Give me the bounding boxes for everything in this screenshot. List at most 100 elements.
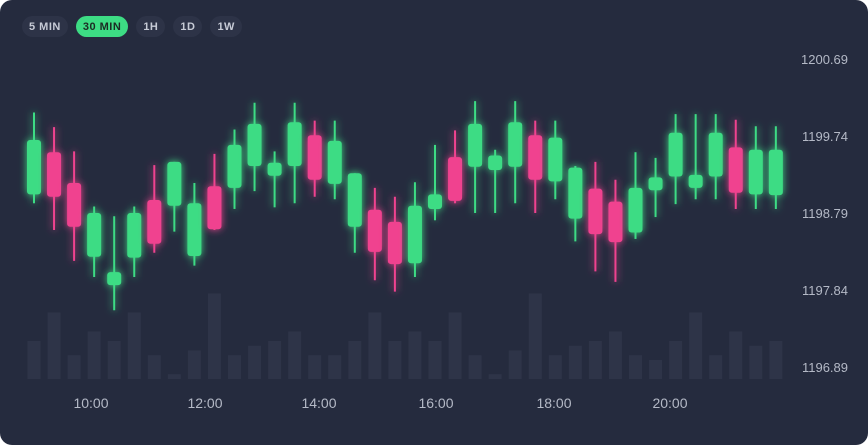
candle-up[interactable] — [87, 206, 102, 278]
candle-up[interactable] — [748, 126, 763, 209]
candle-body — [668, 132, 683, 177]
volume-bar — [528, 293, 542, 379]
volume-bar — [328, 355, 342, 379]
volume-bar — [207, 293, 221, 379]
candle-body — [107, 272, 122, 286]
volume-bar — [709, 355, 723, 379]
candle-up[interactable] — [488, 149, 503, 213]
y-tick-label: 1198.79 — [802, 206, 848, 221]
volume-bar — [729, 331, 743, 379]
candle-body — [387, 221, 402, 265]
candle-body — [728, 147, 743, 193]
candle-body — [407, 205, 422, 264]
x-tick-label: 20:00 — [652, 395, 687, 411]
candle-up[interactable] — [407, 182, 422, 278]
candle-up[interactable] — [548, 120, 563, 200]
tab-30-min[interactable]: 30 MIN — [75, 16, 129, 37]
y-tick-label: 1196.89 — [802, 360, 848, 375]
volume-bar — [468, 355, 482, 379]
candle-up[interactable] — [508, 101, 523, 204]
volume-bar — [107, 341, 121, 379]
candle-down[interactable] — [448, 130, 463, 204]
candle-body — [167, 161, 182, 206]
candle-down[interactable] — [147, 165, 162, 253]
candle-up[interactable] — [267, 151, 282, 208]
volume-bar — [428, 341, 442, 379]
candle-up[interactable] — [187, 183, 202, 266]
candle-body — [468, 123, 483, 167]
volume-bar — [268, 341, 282, 379]
volume-bar — [27, 341, 41, 379]
candle-down[interactable] — [387, 196, 402, 292]
candle-down[interactable] — [608, 179, 623, 282]
candle-body — [287, 122, 302, 166]
volume-bar — [629, 355, 642, 379]
candle-up[interactable] — [27, 112, 41, 204]
y-axis: 1200.69 1199.74 1198.79 1197.84 1196.89 — [801, 52, 848, 375]
candle-up[interactable] — [648, 157, 663, 218]
candle-down[interactable] — [207, 153, 222, 231]
volume-bar — [368, 312, 382, 379]
candle-up[interactable] — [227, 129, 242, 209]
volume-bar — [127, 312, 141, 379]
candle-up[interactable] — [247, 102, 262, 192]
volume-bar — [608, 331, 622, 379]
candle-body — [768, 149, 783, 196]
candle-up[interactable] — [167, 161, 182, 232]
volume-bar — [187, 350, 201, 379]
candle-up[interactable] — [428, 144, 442, 221]
volume-bar — [47, 312, 61, 379]
tab-1d[interactable]: 1D — [173, 16, 203, 37]
tab-1h[interactable]: 1H — [136, 16, 166, 37]
candle-body — [127, 213, 142, 258]
candle-down[interactable] — [367, 187, 382, 281]
candle-body — [528, 135, 543, 180]
x-tick-label: 18:00 — [536, 395, 571, 411]
x-tick-label: 12:00 — [187, 395, 222, 411]
candle-body — [227, 144, 242, 188]
candle-up[interactable] — [347, 173, 362, 253]
candle-up[interactable] — [668, 114, 683, 205]
volume-bar — [649, 360, 663, 379]
candle-body — [548, 137, 563, 182]
volume-bar — [87, 331, 101, 379]
volume-bar — [248, 345, 262, 379]
candle-up[interactable] — [568, 165, 583, 242]
candle-up[interactable] — [468, 101, 483, 213]
candle-down[interactable] — [588, 161, 603, 272]
candle-body — [327, 140, 342, 184]
candle-body — [688, 174, 703, 188]
volume-bar — [448, 312, 462, 379]
candle-body — [608, 201, 623, 243]
candle-body — [267, 162, 282, 176]
candle-up[interactable] — [107, 216, 122, 311]
candle-down[interactable] — [728, 119, 743, 209]
candle-up[interactable] — [768, 126, 783, 209]
candle-body — [347, 173, 362, 227]
y-tick-label: 1199.74 — [802, 129, 848, 144]
candle-up[interactable] — [688, 114, 703, 200]
candle-body — [488, 155, 503, 171]
candle-up[interactable] — [628, 152, 643, 239]
candle-up[interactable] — [327, 120, 342, 200]
candle-body — [648, 177, 663, 191]
candle-down[interactable] — [67, 151, 82, 261]
candle-body — [67, 183, 82, 227]
candle-body — [27, 140, 41, 195]
candle-up[interactable] — [127, 206, 142, 278]
candle-body — [568, 167, 583, 219]
candles — [27, 101, 783, 311]
tab-5-min[interactable]: 5 MIN — [22, 16, 68, 37]
candle-body — [367, 209, 382, 252]
candle-down[interactable] — [307, 120, 322, 197]
candle-down[interactable] — [528, 120, 543, 213]
tab-1w[interactable]: 1W — [210, 16, 242, 37]
candle-up[interactable] — [708, 114, 723, 200]
volume-bar — [388, 341, 402, 379]
timeframe-selector: 5 MIN 30 MIN 1H 1D 1W — [22, 16, 242, 37]
candle-body — [708, 132, 723, 177]
candle-up[interactable] — [287, 102, 302, 204]
candle-body — [307, 135, 322, 180]
volume-bar — [669, 341, 683, 379]
candle-down[interactable] — [47, 127, 62, 231]
